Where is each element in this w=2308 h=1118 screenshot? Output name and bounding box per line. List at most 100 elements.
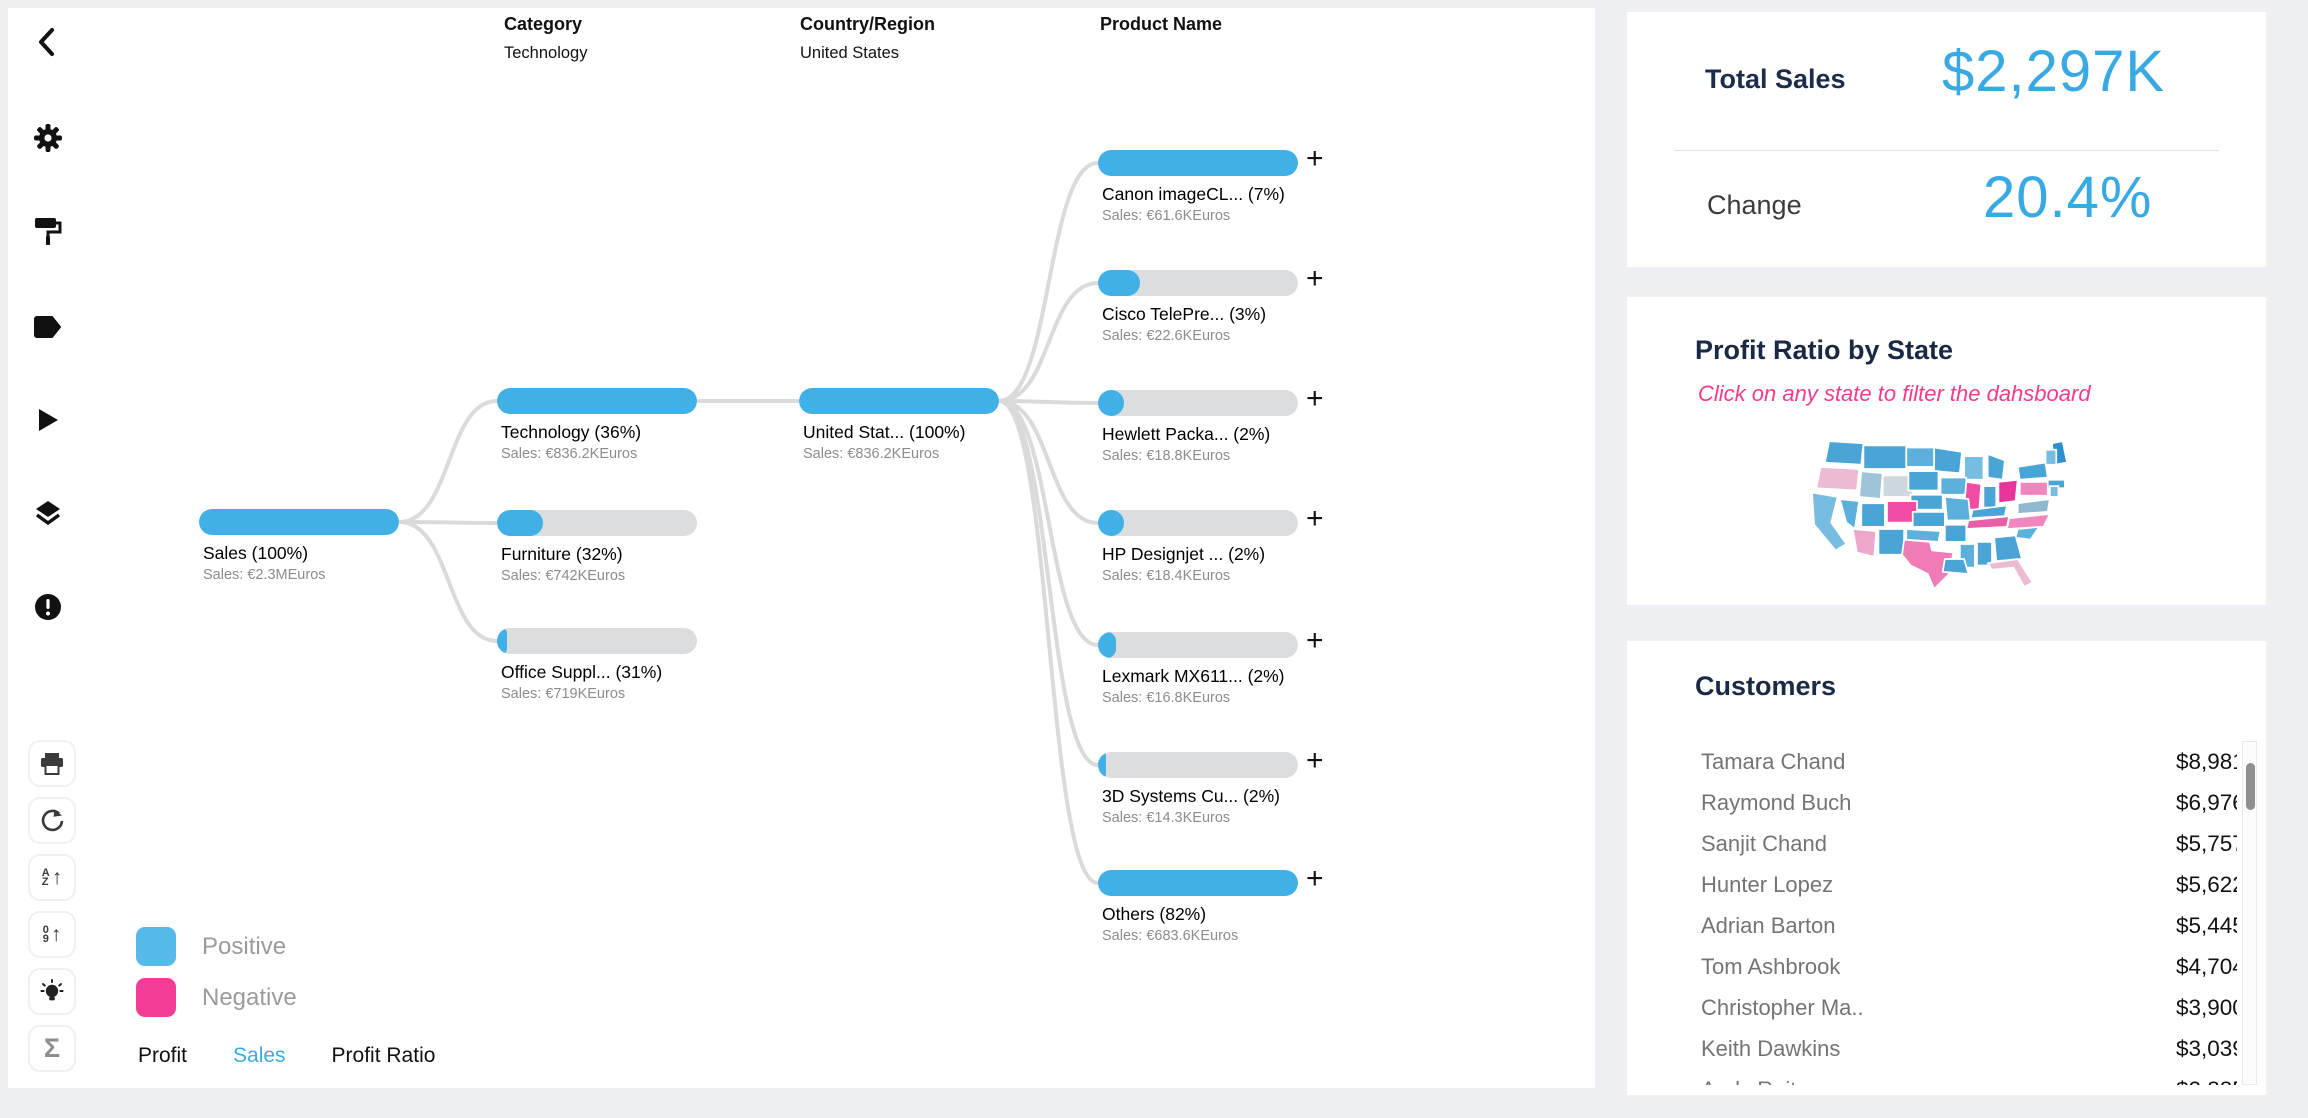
insights-button[interactable] bbox=[28, 968, 76, 1015]
node-bar[interactable] bbox=[497, 510, 697, 536]
tree-node-hp-designjet[interactable]: + HP Designjet ... (2%) Sales: €18.4KEur… bbox=[1098, 502, 1324, 584]
tree-node-sales[interactable]: Sales (100%) Sales: €2.3MEuros bbox=[199, 509, 399, 583]
tag-button[interactable] bbox=[28, 307, 68, 347]
expand-plus-button[interactable]: + bbox=[1306, 862, 1324, 895]
expand-plus-button[interactable]: + bbox=[1306, 142, 1324, 175]
expand-plus-button[interactable]: + bbox=[1306, 502, 1324, 535]
customer-value: $8,981 bbox=[2176, 748, 2237, 774]
node-bar[interactable] bbox=[1098, 390, 1298, 416]
tab-profit-ratio[interactable]: Profit Ratio bbox=[331, 1044, 436, 1067]
node-label: Lexmark MX611... (2%) bbox=[1102, 666, 1285, 686]
expand-plus-button[interactable]: + bbox=[1306, 744, 1324, 777]
customer-row[interactable]: Andy Reiter $2,885 bbox=[1627, 1069, 2237, 1086]
play-button[interactable] bbox=[28, 400, 68, 440]
customer-bar[interactable] bbox=[1877, 1037, 2167, 1061]
node-bar[interactable] bbox=[1098, 870, 1298, 896]
customer-name: Hunter Lopez bbox=[1701, 871, 1834, 897]
tree-node-furniture[interactable]: Furniture (32%) Sales: €742KEuros bbox=[497, 510, 697, 584]
node-bar[interactable] bbox=[199, 509, 399, 535]
expand-plus-button[interactable]: + bbox=[1306, 624, 1324, 657]
node-bar[interactable] bbox=[799, 388, 999, 414]
customer-row[interactable]: Tom Ashbrook $4,704 bbox=[1627, 946, 2237, 987]
print-button[interactable] bbox=[28, 740, 76, 787]
map-card: Profit Ratio by State Click on any state… bbox=[1627, 297, 2266, 605]
node-label: HP Designjet ... (2%) bbox=[1102, 544, 1266, 564]
node-subtext: Sales: €22.6KEuros bbox=[1102, 328, 1231, 344]
legend-row-negative: Negative bbox=[136, 978, 297, 1017]
customer-value: $6,976 bbox=[2176, 789, 2237, 815]
tree-node-united-states[interactable]: United Stat... (100%) Sales: €836.2KEuro… bbox=[799, 388, 999, 462]
customers-scrollbar-track[interactable] bbox=[2242, 741, 2257, 1085]
tag-icon bbox=[34, 316, 61, 338]
node-label: Furniture (32%) bbox=[501, 544, 623, 564]
customer-row[interactable]: Keith Dawkins $3,039 bbox=[1627, 1028, 2237, 1069]
node-bar[interactable] bbox=[497, 628, 697, 654]
format-button[interactable] bbox=[28, 211, 68, 251]
tree-node-hewlett-packard[interactable]: + Hewlett Packa... (2%) Sales: €18.8KEur… bbox=[1098, 382, 1324, 464]
tree-node-technology[interactable]: Technology (36%) Sales: €836.2KEuros bbox=[497, 388, 697, 462]
sum-button[interactable]: Σ bbox=[28, 1025, 76, 1072]
customer-bar[interactable] bbox=[1877, 996, 2167, 1020]
node-subtext: Sales: €719KEuros bbox=[501, 686, 626, 702]
settings-button[interactable] bbox=[28, 118, 68, 158]
node-bar[interactable] bbox=[1098, 752, 1298, 778]
tree-node-lexmark[interactable]: + Lexmark MX611... (2%) Sales: €16.8KEur… bbox=[1098, 624, 1324, 706]
customers-scrollbar-thumb[interactable] bbox=[2246, 763, 2255, 810]
node-bar[interactable] bbox=[497, 388, 697, 414]
node-subtext: Sales: €2.3MEuros bbox=[203, 567, 326, 583]
tab-sales[interactable]: Sales bbox=[233, 1044, 286, 1067]
customer-value: $3,900 bbox=[2176, 994, 2237, 1020]
customer-row[interactable]: Sanjit Chand $5,757 bbox=[1627, 823, 2237, 864]
customer-value: $3,039 bbox=[2176, 1035, 2237, 1061]
customer-row[interactable]: Raymond Buch $6,976 bbox=[1627, 782, 2237, 823]
node-label: Cisco TelePre... (3%) bbox=[1102, 304, 1267, 324]
tree-node-3d-systems[interactable]: + 3D Systems Cu... (2%) Sales: €14.3KEur… bbox=[1098, 744, 1324, 826]
tree-node-canon[interactable]: + Canon imageCL... (7%) Sales: €61.6KEur… bbox=[1098, 142, 1324, 224]
node-bar[interactable] bbox=[1098, 150, 1298, 176]
node-bar[interactable] bbox=[1098, 632, 1298, 658]
customer-bar[interactable] bbox=[1877, 873, 2167, 897]
customer-bar[interactable] bbox=[1877, 750, 2167, 774]
chevron-left-icon bbox=[39, 28, 54, 56]
customer-bar[interactable] bbox=[1877, 791, 2167, 815]
country-header-value: United States bbox=[800, 44, 900, 62]
customer-row[interactable]: Hunter Lopez $5,622 bbox=[1627, 864, 2237, 905]
gear-icon bbox=[34, 124, 62, 152]
tree-node-cisco[interactable]: + Cisco TelePre... (3%) Sales: €22.6KEur… bbox=[1098, 262, 1324, 344]
node-label: Hewlett Packa... (2%) bbox=[1102, 424, 1271, 444]
node-bar[interactable] bbox=[1098, 270, 1298, 296]
customer-name: Adrian Barton bbox=[1701, 912, 1836, 938]
customer-row[interactable]: Christopher Ma.. $3,900 bbox=[1627, 987, 2237, 1028]
category-header-value: Technology bbox=[504, 44, 588, 62]
node-bar[interactable] bbox=[1098, 510, 1298, 536]
node-subtext: Sales: €18.4KEuros bbox=[1102, 568, 1231, 584]
layers-button[interactable] bbox=[28, 493, 68, 533]
customer-bar[interactable] bbox=[1877, 832, 2167, 856]
alert-icon bbox=[35, 594, 61, 620]
positive-swatch bbox=[136, 927, 176, 966]
expand-plus-button[interactable]: + bbox=[1306, 262, 1324, 295]
back-button[interactable] bbox=[28, 22, 68, 62]
column-header-country: Country/Region United States bbox=[800, 14, 935, 63]
customer-bar[interactable] bbox=[1877, 914, 2167, 938]
customer-name: Tom Ashbrook bbox=[1701, 953, 1841, 979]
tab-profit[interactable]: Profit bbox=[138, 1044, 188, 1067]
refresh-button[interactable] bbox=[28, 797, 76, 844]
alerts-button[interactable] bbox=[28, 587, 68, 627]
customer-bar[interactable] bbox=[1877, 955, 2167, 979]
sort-alpha-button[interactable]: A Z ↑ bbox=[28, 854, 76, 901]
sort-numeric-button[interactable]: 0 9 ↑ bbox=[28, 911, 76, 958]
tree-node-others[interactable]: + Others (82%) Sales: €683.6KEuros bbox=[1098, 862, 1324, 944]
tree-node-office-supplies[interactable]: Office Suppl... (31%) Sales: €719KEuros bbox=[497, 628, 697, 702]
total-sales-label: Total Sales bbox=[1705, 64, 1846, 94]
us-choropleth-map[interactable] bbox=[1807, 439, 2087, 589]
tree-panel bbox=[8, 8, 1595, 1088]
customer-value: $5,757 bbox=[2176, 830, 2237, 856]
expand-plus-button[interactable]: + bbox=[1306, 382, 1324, 415]
customer-value: $5,622 bbox=[2176, 871, 2237, 897]
customer-bar[interactable] bbox=[1877, 1078, 2167, 1086]
customer-row[interactable]: Tamara Chand $8,981 bbox=[1627, 741, 2237, 782]
customer-row[interactable]: Adrian Barton $5,445 bbox=[1627, 905, 2237, 946]
customers-list[interactable]: Tamara Chand $8,981 Raymond Buch $6,976 … bbox=[1627, 741, 2237, 1086]
